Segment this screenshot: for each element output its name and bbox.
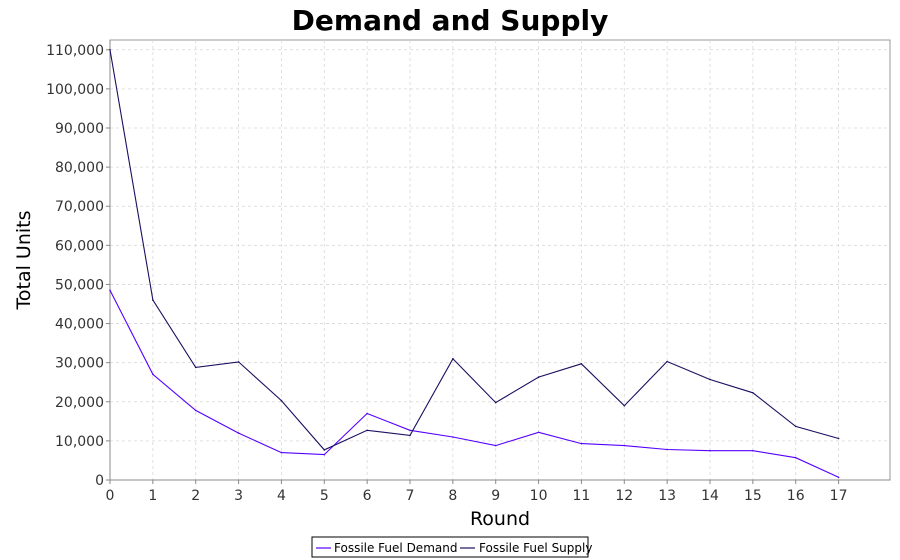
y-tick-label: 50,000 <box>55 277 104 293</box>
legend-label-supply: Fossile Fuel Supply <box>479 541 592 555</box>
data-point-demand <box>794 456 797 459</box>
data-point-supply <box>666 360 668 363</box>
y-tick-label: 80,000 <box>55 160 104 176</box>
legend-label-demand: Fossile Fuel Demand <box>334 541 457 555</box>
y-tick-label: 10,000 <box>55 434 104 450</box>
x-axis-label: Round <box>470 508 530 530</box>
grid-lines <box>110 40 890 480</box>
data-point-supply <box>366 429 368 432</box>
data-point-supply <box>109 49 111 51</box>
data-point-demand <box>623 444 626 447</box>
y-tick-label: 100,000 <box>46 82 104 98</box>
x-tick-label: 12 <box>615 488 633 504</box>
x-tick-label: 5 <box>320 488 329 504</box>
x-tick-label: 4 <box>277 488 286 504</box>
legend-box <box>311 536 589 558</box>
data-point-supply <box>537 376 540 378</box>
legend: Fossile Fuel Demand Fossile Fuel Supply <box>311 536 592 558</box>
data-point-demand <box>237 432 240 434</box>
data-point-demand <box>709 449 711 452</box>
chart-title: Demand and Supply <box>292 4 609 37</box>
data-point-supply <box>323 449 326 451</box>
series-line-demand <box>109 290 839 478</box>
data-point-supply <box>237 361 240 363</box>
series-line-supply <box>109 49 839 451</box>
x-tick-label: 6 <box>363 488 372 504</box>
data-point-supply <box>452 358 454 360</box>
x-tick-label: 16 <box>787 488 805 504</box>
x-tick-label: 0 <box>106 488 115 504</box>
data-point-supply <box>152 299 154 301</box>
y-tick-label: 0 <box>95 473 104 489</box>
data-point-supply <box>580 363 583 365</box>
data-point-demand <box>666 448 668 451</box>
data-point-demand <box>194 409 197 412</box>
x-tick-label: 7 <box>406 488 415 504</box>
y-axis-label: Total Units <box>13 211 35 311</box>
data-point-demand <box>109 289 111 292</box>
plot-area <box>109 39 891 481</box>
data-point-demand <box>280 451 283 454</box>
data-point-supply <box>837 437 840 440</box>
y-tick-label: 70,000 <box>55 199 104 215</box>
data-point-demand <box>323 453 326 456</box>
data-point-supply <box>709 378 711 381</box>
x-tick-label: 3 <box>234 488 243 504</box>
data-point-demand <box>366 412 368 415</box>
y-tick-label: 110,000 <box>46 43 104 59</box>
data-point-supply <box>494 401 497 404</box>
y-tick-label: 40,000 <box>55 317 104 333</box>
plot-border <box>109 39 891 481</box>
y-axis: 0 10,000 20,000 30,000 40,000 50,000 60,000 70,… <box>46 40 111 489</box>
x-tick-label: 17 <box>830 488 848 504</box>
data-point-demand <box>752 449 754 452</box>
data-point-demand <box>152 373 154 376</box>
x-tick-label: 13 <box>658 488 676 504</box>
series-lines <box>109 49 840 479</box>
x-axis: 0 1 2 3 4 5 6 7 8 9 10 11 12 13 14 15 16 17 <box>106 479 890 504</box>
y-tick-label: 90,000 <box>55 121 104 137</box>
data-point-supply <box>194 366 197 369</box>
data-point-supply <box>752 392 754 394</box>
x-tick-label: 8 <box>448 488 457 504</box>
data-point-supply <box>623 404 626 407</box>
x-tick-label: 10 <box>530 488 548 504</box>
data-point-supply <box>280 399 283 402</box>
x-tick-label: 14 <box>701 488 719 504</box>
y-tick-label: 30,000 <box>55 356 104 372</box>
y-tick-label: 20,000 <box>55 395 104 411</box>
data-point-demand <box>452 436 454 438</box>
data-point-demand <box>837 476 840 479</box>
y-tick-label: 60,000 <box>55 238 104 254</box>
x-tick-label: 9 <box>491 488 500 504</box>
data-point-demand <box>537 431 540 434</box>
data-point-demand <box>409 429 411 432</box>
x-tick-label: 1 <box>148 488 157 504</box>
data-point-supply <box>794 425 797 428</box>
x-tick-label: 15 <box>744 488 762 504</box>
x-tick-label: 2 <box>191 488 200 504</box>
data-point-demand <box>494 444 497 447</box>
data-point-demand <box>580 442 583 445</box>
data-point-supply <box>409 434 411 437</box>
x-tick-label: 11 <box>573 488 591 504</box>
